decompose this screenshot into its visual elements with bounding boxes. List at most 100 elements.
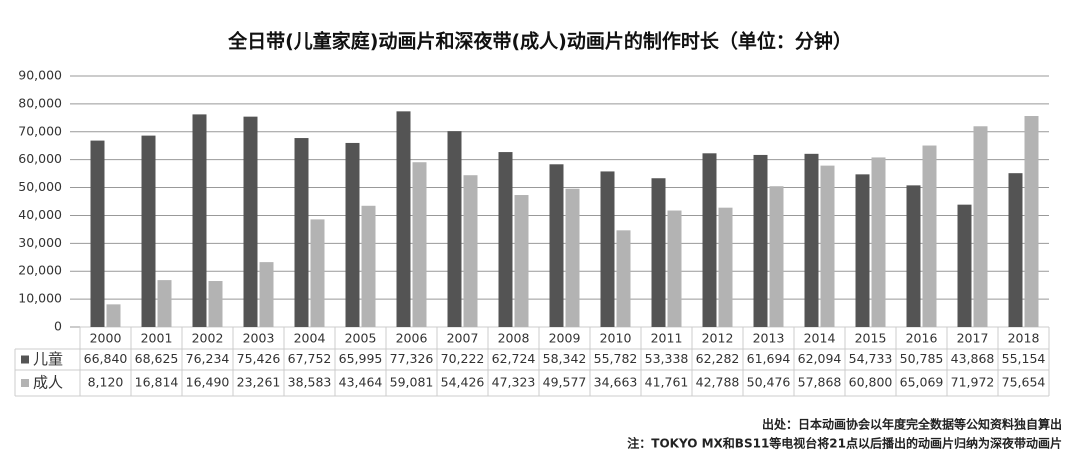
bar: [396, 111, 411, 327]
table-value: 49,577: [543, 375, 587, 390]
table-value: 71,972: [951, 375, 995, 390]
table-value: 62,724: [492, 351, 536, 366]
y-tick-label: 60,000: [18, 151, 62, 166]
bar: [106, 304, 121, 327]
table-value: 54,426: [441, 375, 485, 390]
bar: [514, 195, 529, 327]
legend-label: 成人: [33, 374, 63, 392]
table-value: 75,654: [1002, 375, 1046, 390]
x-tick-label: 2008: [498, 331, 530, 346]
bar: [855, 174, 870, 327]
footnote: 注：TOKYO MX和BS11等电视台将21点以后播出的动画片归纳为深夜带动画片: [627, 436, 1062, 451]
x-tick-label: 2005: [345, 331, 377, 346]
y-tick-label: 90,000: [18, 68, 62, 83]
table-value: 62,282: [696, 351, 740, 366]
x-tick-label: 2017: [957, 331, 989, 346]
table-value: 55,782: [594, 351, 638, 366]
x-tick-label: 2003: [243, 331, 275, 346]
x-tick-label: 2015: [855, 331, 887, 346]
bar: [498, 152, 513, 327]
table-value: 60,800: [849, 375, 893, 390]
table-value: 65,995: [339, 351, 383, 366]
x-tick-label: 2006: [396, 331, 428, 346]
bar: [667, 210, 682, 327]
table-value: 61,694: [747, 351, 791, 366]
y-tick-label: 40,000: [18, 207, 62, 222]
y-tick-label: 30,000: [18, 235, 62, 250]
x-tick-label: 2001: [141, 331, 173, 346]
legend-marker: [21, 355, 29, 364]
table-value: 47,323: [492, 375, 536, 390]
bar: [871, 157, 886, 327]
x-tick-label: 2004: [294, 331, 326, 346]
legend-label: 儿童: [33, 350, 63, 368]
table-value: 70,222: [441, 351, 485, 366]
table-value: 62,094: [798, 351, 842, 366]
bar: [549, 164, 564, 327]
table-value: 57,868: [798, 375, 842, 390]
y-tick-label: 70,000: [18, 123, 62, 138]
bar: [906, 185, 921, 327]
legend-marker: [21, 379, 29, 387]
table-value: 53,338: [645, 351, 689, 366]
table-value: 41,761: [645, 375, 689, 390]
bar: [973, 126, 988, 327]
table-value: 58,342: [543, 351, 587, 366]
x-tick-label: 2010: [600, 331, 632, 346]
source-note: 出处：日本动画协会以年度完全数据等公知资料独自算出: [762, 417, 1062, 432]
table-value: 54,733: [849, 351, 893, 366]
chart-title: 全日带(儿童家庭)动画片和深夜带(成人)动画片的制作时长（单位：分钟）: [227, 30, 852, 53]
bar: [769, 186, 784, 327]
table-value: 38,583: [288, 375, 332, 390]
bar: [90, 140, 105, 327]
table-value: 23,261: [237, 375, 281, 390]
table-value: 16,490: [186, 375, 230, 390]
bar: [294, 138, 309, 327]
bar: [361, 205, 376, 327]
bar: [565, 188, 580, 327]
bar: [157, 280, 172, 327]
x-tick-label: 2016: [906, 331, 938, 346]
table-value: 68,625: [135, 351, 179, 366]
x-tick-label: 2013: [753, 331, 785, 346]
x-tick-label: 2000: [90, 331, 122, 346]
y-tick-label: 50,000: [18, 179, 62, 194]
bar: [345, 142, 360, 327]
x-tick-label: 2014: [804, 331, 836, 346]
bar: [412, 162, 427, 327]
bar: [820, 165, 835, 327]
bar: [600, 171, 615, 327]
bar: [243, 116, 258, 327]
y-tick-label: 10,000: [18, 291, 62, 306]
bar: [718, 207, 733, 327]
bar: [922, 145, 937, 327]
table-value: 76,234: [186, 351, 230, 366]
table-value: 59,081: [390, 375, 434, 390]
y-tick-label: 80,000: [18, 95, 62, 110]
table-value: 66,840: [84, 351, 128, 366]
bar: [259, 262, 274, 327]
table-value: 67,752: [288, 351, 332, 366]
bar: [1024, 116, 1039, 327]
bar: [208, 281, 223, 327]
table-value: 34,663: [594, 375, 638, 390]
bar: [447, 131, 462, 327]
bar: [702, 153, 717, 327]
bar: [463, 175, 478, 327]
table-value: 43,868: [951, 351, 995, 366]
table-value: 8,120: [88, 375, 124, 390]
x-tick-label: 2007: [447, 331, 479, 346]
bar: [310, 219, 325, 327]
x-tick-label: 2018: [1008, 331, 1040, 346]
table-value: 50,476: [747, 375, 791, 390]
bar: [616, 230, 631, 327]
x-tick-label: 2009: [549, 331, 581, 346]
table-value: 75,426: [237, 351, 281, 366]
table-value: 65,069: [900, 375, 944, 390]
table-value: 50,785: [900, 351, 944, 366]
bar: [804, 153, 819, 327]
y-tick-label: 20,000: [18, 263, 62, 278]
bar: [753, 154, 768, 327]
